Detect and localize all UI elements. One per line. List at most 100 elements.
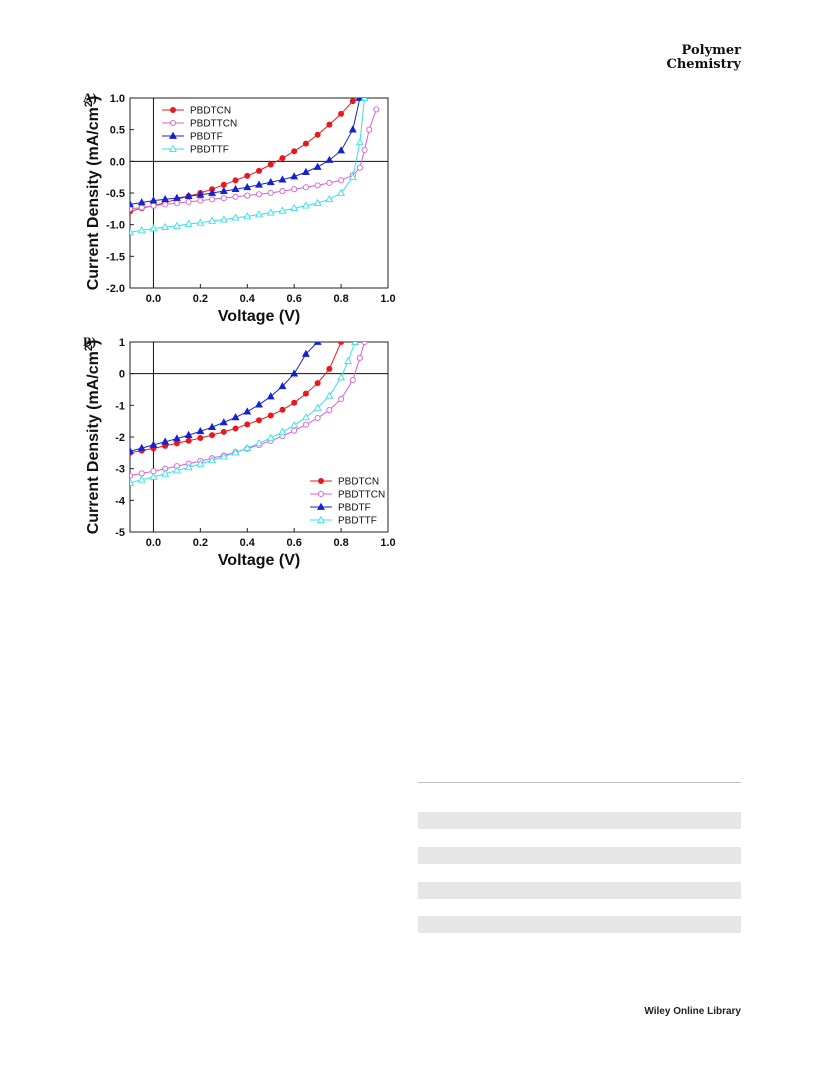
data-point-pbdttf <box>130 227 134 236</box>
data-point-pbdtf <box>337 146 346 154</box>
data-point-pbdttf <box>278 206 287 214</box>
data-point-pbdttcn <box>361 146 368 153</box>
data-point-pbdttf <box>219 452 228 460</box>
data-point-pbdtf <box>219 418 228 426</box>
data-point-pbdtf <box>266 177 275 186</box>
legend: PBDTCN PBDTTCN PBDTF PBDTTF <box>162 106 237 156</box>
table-top-rule <box>418 782 741 783</box>
data-point-pbdttcn <box>244 192 251 199</box>
data-point-pbdttcn <box>220 195 227 202</box>
data-point-pbdttcn <box>279 188 286 195</box>
data-point-pbdttcn <box>255 191 263 198</box>
data-point-pbdtf <box>172 193 181 201</box>
legend-marker <box>170 106 177 113</box>
data-point-pbdtf <box>231 413 240 421</box>
x-tick-label: 0.8 <box>333 293 348 305</box>
data-point-pbdttf <box>208 216 217 224</box>
y-tick-label: -4 <box>115 495 126 507</box>
series-line-pbdttf <box>130 98 365 233</box>
data-point-pbdttcn <box>349 376 356 384</box>
data-point-pbdttcn <box>291 186 298 193</box>
data-point-pbdttf <box>196 459 205 467</box>
x-tick-label: 0.2 <box>193 537 208 549</box>
y-tick-label: -5 <box>115 527 125 539</box>
data-point-pbdtf <box>255 400 263 408</box>
data-point-pbdttf <box>184 219 193 227</box>
data-point-pbdtf <box>243 182 252 191</box>
data-point-pbdtf <box>313 162 322 170</box>
y-tick-label: -2 <box>115 432 125 444</box>
data-point-pbdtf <box>172 434 181 442</box>
x-tick-label: 0.6 <box>287 293 302 305</box>
data-point-pbdttcn <box>326 179 333 186</box>
x-axis-title: Voltage (V) <box>218 308 300 325</box>
data-point-pbdttcn <box>197 197 204 204</box>
data-point-pbdtcn <box>220 181 227 188</box>
data-point-pbdtf <box>266 392 275 400</box>
data-point-pbdtcn <box>267 412 274 419</box>
data-point-pbdttcn <box>338 177 345 184</box>
data-point-pbdtf <box>130 200 134 208</box>
journal-name-line2: Chemistry <box>666 57 742 72</box>
data-point-pbdtf <box>219 186 228 194</box>
data-point-pbdttcn <box>373 106 380 113</box>
data-point-pbdtf <box>348 125 357 133</box>
legend-marker <box>317 490 325 498</box>
x-tick-label: 0.6 <box>287 537 302 549</box>
data-point-pbdttf <box>301 201 310 209</box>
legend-marker <box>317 502 325 510</box>
legend-label: PBDTTF <box>190 145 229 156</box>
y-tick-label: -3 <box>115 464 125 476</box>
legend-label: PBDTTF <box>338 516 377 527</box>
journal-name-line1: Polymer <box>681 43 741 58</box>
data-point-pbdtf <box>196 426 205 435</box>
data-point-pbdttf <box>161 222 170 231</box>
x-tick-label: 0.4 <box>240 293 256 305</box>
data-point-pbdtcn <box>338 110 345 117</box>
data-point-pbdttcn <box>356 164 363 171</box>
data-point-pbdttf <box>219 215 228 223</box>
data-point-pbdttcn <box>150 202 157 209</box>
y-tick-label: 0.0 <box>110 156 125 168</box>
x-tick-label: 1.0 <box>380 537 395 549</box>
data-point-pbdttf <box>344 356 353 364</box>
data-point-pbdttf <box>301 413 310 421</box>
data-point-pbdtf <box>184 430 193 438</box>
data-point-pbdtf <box>290 369 299 377</box>
data-point-pbdttf <box>337 188 346 196</box>
data-point-pbdtcn <box>302 140 309 147</box>
data-point-pbdtcn <box>314 131 321 138</box>
data-point-pbdtf <box>278 175 287 183</box>
x-tick-label: 0.0 <box>146 293 161 305</box>
x-tick-label: 0.0 <box>146 537 161 549</box>
data-point-pbdttcn <box>138 470 145 477</box>
table-row <box>418 916 741 933</box>
y-tick-label: -2.0 <box>106 283 125 295</box>
data-point-pbdttcn <box>267 189 274 197</box>
data-point-pbdtf <box>231 184 240 193</box>
data-point-pbdtf <box>301 349 310 357</box>
data-point-pbdtf <box>149 196 158 204</box>
data-point-pbdttf <box>313 403 322 411</box>
legend-label: PBDTCN <box>338 477 379 488</box>
data-point-pbdttcn <box>209 196 216 203</box>
data-point-pbdttf <box>355 138 364 146</box>
data-point-pbdtcn <box>232 425 239 432</box>
data-point-pbdtf <box>325 155 334 163</box>
data-point-pbdtcn <box>326 365 333 372</box>
data-point-pbdttf <box>290 203 299 212</box>
data-point-pbdtcn <box>173 440 180 447</box>
table-row <box>418 847 741 864</box>
data-point-pbdtf <box>290 172 299 180</box>
series-line-pbdttf <box>130 342 356 484</box>
data-point-pbdtf <box>196 190 205 198</box>
data-point-pbdtcn <box>279 406 286 413</box>
panel-label-a: A) <box>83 90 97 105</box>
data-point-pbdtcn <box>244 421 251 428</box>
journal-name: Polymer Chemistry <box>667 44 742 72</box>
data-point-pbdtf <box>184 191 193 200</box>
legend-marker <box>169 131 177 139</box>
data-point-pbdtf <box>208 422 217 431</box>
data-point-pbdttf <box>313 198 322 206</box>
data-point-pbdtcn <box>232 177 239 184</box>
